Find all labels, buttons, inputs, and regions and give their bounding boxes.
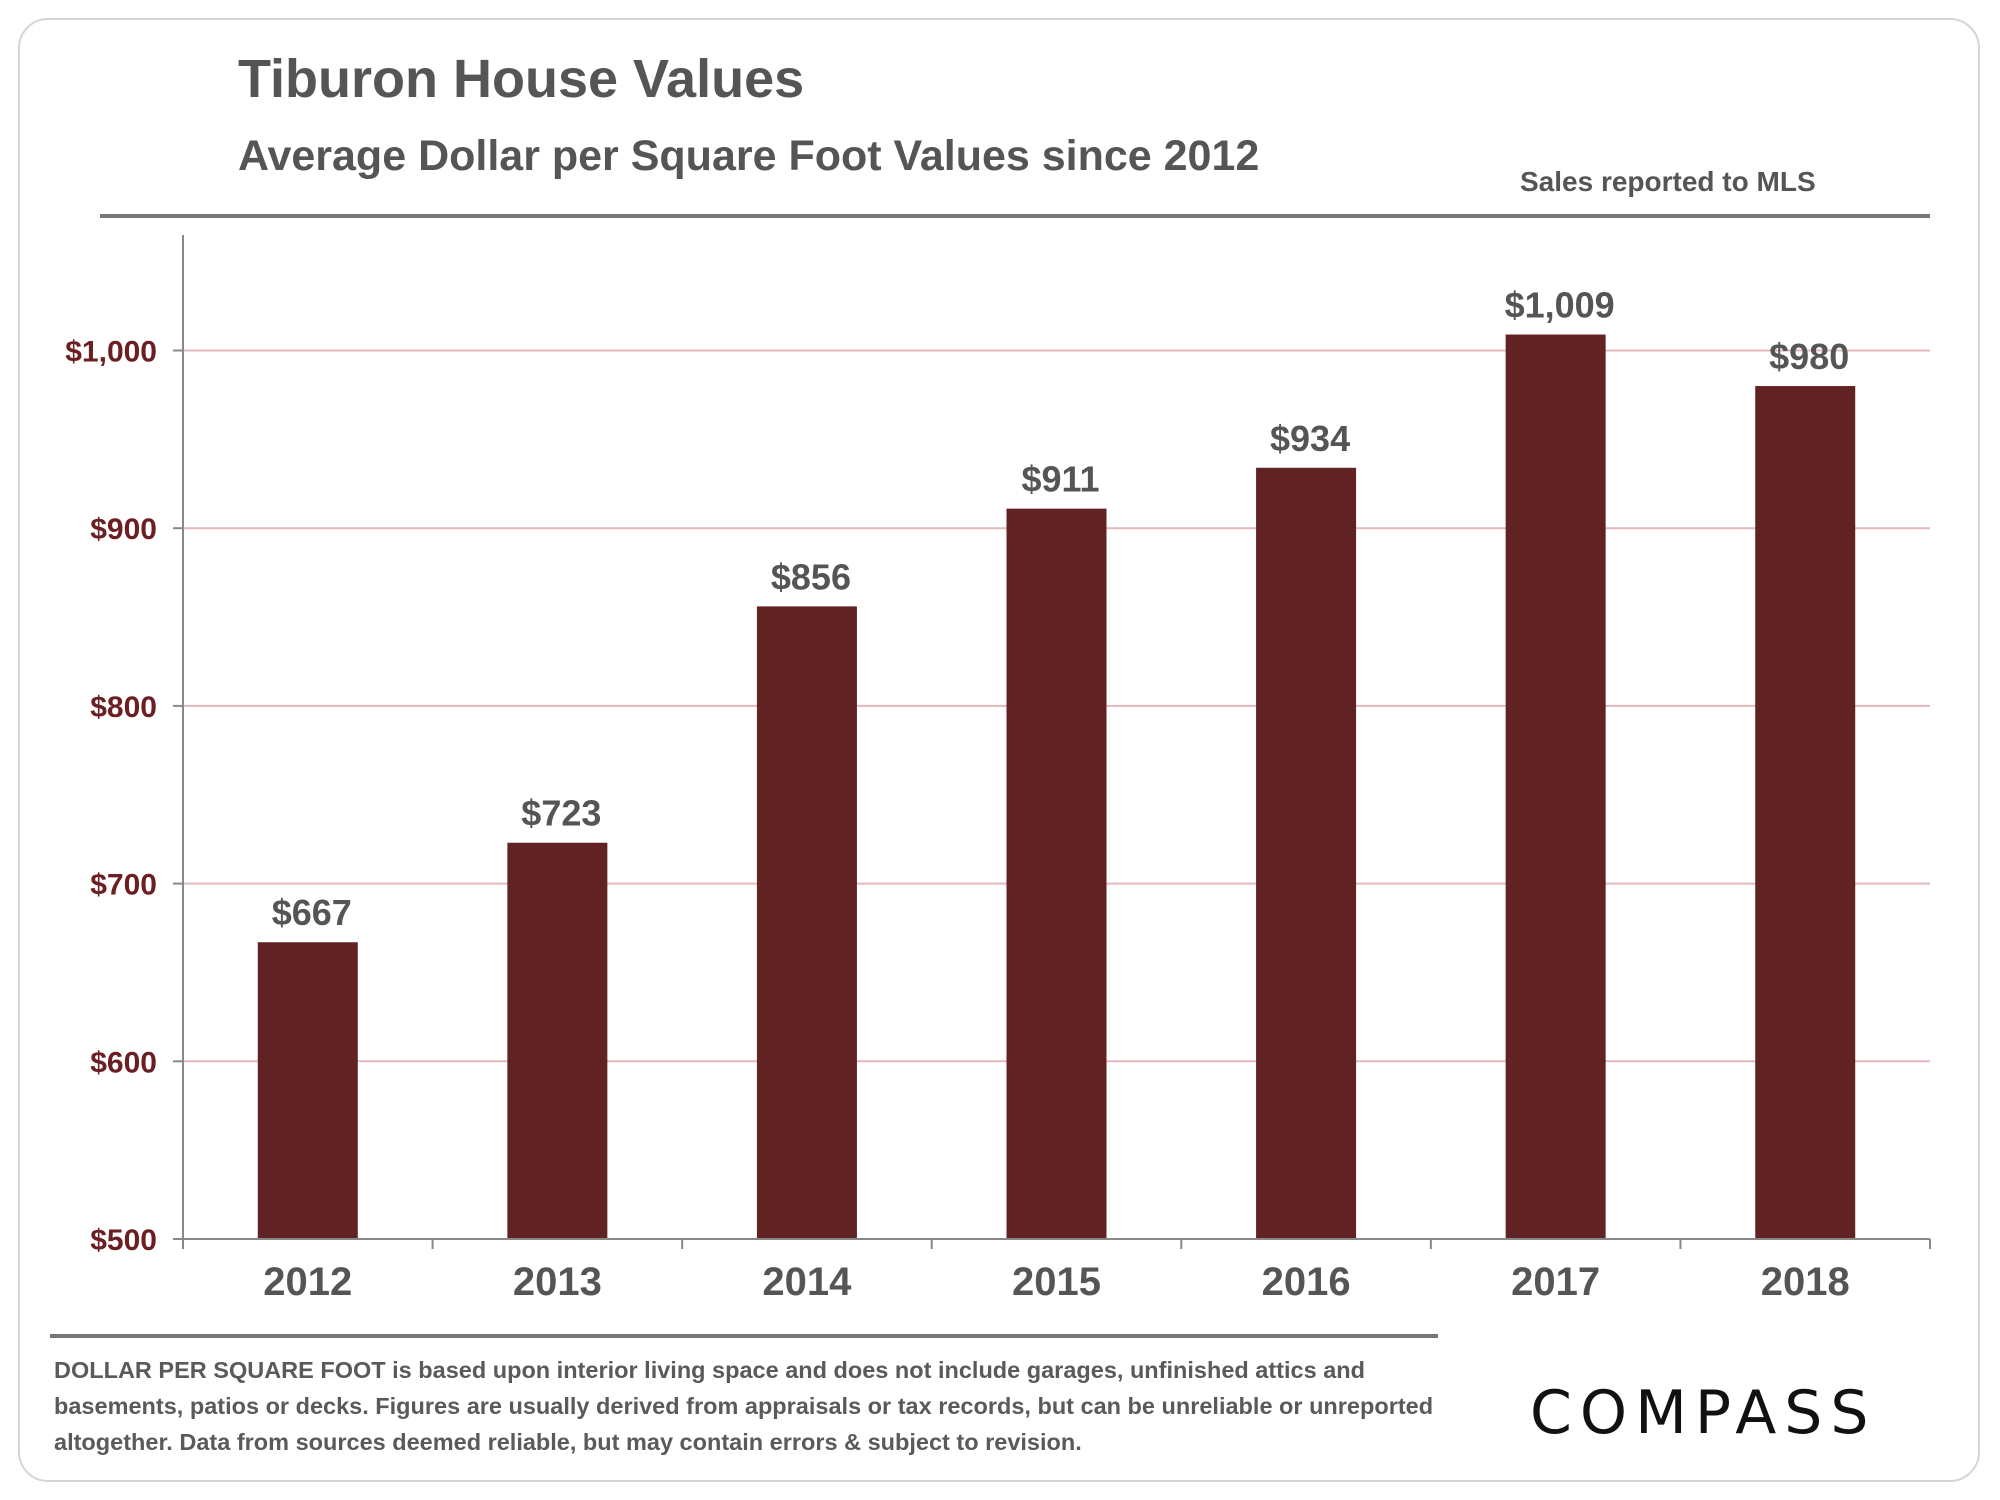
y-tick-label: $500 <box>90 1224 157 1257</box>
y-tick-labels: $500 $600 $700 $800 $900 $1,000 <box>65 336 157 1257</box>
x-tick-label: 2017 <box>1511 1260 1600 1304</box>
bar-2017 <box>1505 334 1606 1240</box>
y-tick-label: $700 <box>90 869 157 902</box>
data-labels: $667 $723 $856 $911 $934 $1,009 $980 <box>272 285 1850 934</box>
data-label: $723 <box>521 793 601 834</box>
data-label: $911 <box>1021 459 1099 500</box>
compass-logo: COMPASS <box>1530 1378 1877 1448</box>
data-label: $856 <box>771 556 851 597</box>
y-tick-label: $900 <box>90 513 157 546</box>
bar-2012 <box>257 942 358 1239</box>
x-tick-label: 2018 <box>1761 1260 1850 1304</box>
header-divider <box>100 214 1930 218</box>
x-tick-label: 2014 <box>762 1260 852 1304</box>
x-tick-label: 2016 <box>1262 1260 1351 1304</box>
data-label: $667 <box>272 892 352 933</box>
bar-2014 <box>756 606 857 1239</box>
source-note: Sales reported to MLS <box>1520 166 1816 197</box>
bar-2015 <box>1006 508 1107 1240</box>
bars <box>257 334 1856 1240</box>
bar-chart: $500$600$700$800$900$1,000 2012 2013 2014 2… <box>65 235 1931 1304</box>
footnote-lead: DOLLAR PER SQUARE FOOT <box>54 1357 386 1383</box>
chart-title: Tiburon House Values <box>238 49 805 109</box>
bar-2013 <box>507 842 608 1239</box>
y-tick-label: $800 <box>90 691 157 724</box>
data-label: $1,009 <box>1505 285 1615 326</box>
axes <box>173 235 1931 1249</box>
x-tick-label: 2015 <box>1012 1260 1101 1304</box>
footnote: DOLLAR PER SQUARE FOOT is based upon int… <box>54 1352 1454 1460</box>
bar-2016 <box>1256 467 1357 1239</box>
x-tick-label: 2012 <box>263 1260 352 1304</box>
data-label: $934 <box>1270 418 1350 459</box>
data-label: $980 <box>1769 336 1849 377</box>
x-tick-labels: 2012 2013 2014 2015 2016 2017 2018 <box>263 1260 1849 1304</box>
y-tick-label: $1,000 <box>65 336 157 369</box>
footnote-text: is based upon interior living space and … <box>54 1357 1434 1455</box>
chart-subtitle: Average Dollar per Square Foot Values si… <box>238 132 1260 180</box>
bar-2018 <box>1755 386 1856 1239</box>
y-tick-label: $600 <box>90 1046 157 1079</box>
footer-divider <box>50 1334 1438 1338</box>
x-tick-label: 2013 <box>513 1260 602 1304</box>
